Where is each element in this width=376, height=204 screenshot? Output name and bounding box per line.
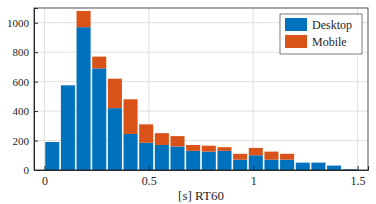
- x-axis-title: [s] RT60: [178, 188, 224, 203]
- bar: [92, 57, 106, 69]
- bar: [217, 151, 231, 170]
- grid: [34, 8, 368, 170]
- bar: [233, 160, 247, 170]
- y-axis: 0 200 400 600 800 1000: [7, 9, 38, 177]
- tick-mark: [34, 170, 38, 171]
- legend-label: Desktop: [312, 18, 352, 32]
- legend-box: [280, 14, 362, 54]
- bar: [327, 165, 341, 166]
- tick: 1: [251, 166, 257, 188]
- x-axis: 0 0.5 1 1.5: [35, 166, 369, 188]
- bar: [296, 162, 310, 163]
- bar: [124, 99, 138, 134]
- tick-label: 800: [13, 46, 30, 58]
- legend-label: Mobile: [312, 35, 347, 49]
- tick-mark: [34, 82, 38, 83]
- tick-label: 1: [251, 174, 257, 188]
- tick: 600: [13, 76, 39, 88]
- tick-mark: [149, 166, 150, 170]
- tick: 1.5: [351, 166, 366, 188]
- plot: 0 0.5 1 1.5 0 200 400 600 800 1000 Desktop Mobile: [7, 8, 369, 188]
- bar: [108, 79, 122, 108]
- tick-mark: [34, 52, 38, 53]
- bar: [311, 162, 325, 163]
- bar: [249, 155, 263, 170]
- tick: 0.5: [142, 166, 157, 188]
- bar: [264, 152, 278, 160]
- tick: 0: [42, 166, 48, 188]
- grid-line: [253, 8, 254, 170]
- bar: [45, 142, 59, 143]
- bar: [77, 11, 91, 27]
- tick-label: 1.5: [351, 174, 366, 188]
- tick: 1000: [7, 17, 38, 29]
- tick-mark: [34, 23, 38, 24]
- tick-label: 0: [24, 164, 30, 176]
- tick-mark: [34, 141, 38, 142]
- legend: Desktop Mobile: [280, 14, 362, 54]
- bar: [296, 163, 310, 170]
- bar: [45, 142, 59, 170]
- bar: [139, 143, 153, 170]
- bar: [264, 160, 278, 170]
- legend-item: Desktop: [285, 18, 352, 32]
- frame: [34, 8, 368, 170]
- tick-mark: [358, 166, 359, 170]
- bar: [311, 163, 325, 170]
- tick: 200: [13, 135, 39, 147]
- tick-label: 0: [42, 174, 48, 188]
- legend-swatch: [285, 35, 307, 48]
- axis-line: [35, 166, 369, 171]
- legend-item: Mobile: [285, 35, 347, 49]
- tick: 0: [24, 164, 39, 176]
- legend-swatch: [285, 18, 307, 31]
- bar: [77, 27, 91, 170]
- bar: [92, 68, 106, 170]
- bar: [327, 166, 341, 170]
- bar: [217, 147, 231, 151]
- bar: [186, 151, 200, 170]
- bar: [249, 148, 263, 155]
- tick: 400: [13, 105, 39, 117]
- tick-label: 400: [13, 105, 30, 117]
- tick-label: 200: [13, 135, 30, 147]
- axis-line: [35, 9, 39, 171]
- bar: [202, 152, 216, 170]
- bar: [280, 160, 294, 170]
- bar: [139, 124, 153, 142]
- chart: 0 0.5 1 1.5 0 200 400 600 800 1000 Desktop Mobile [s…: [0, 0, 376, 204]
- bar: [61, 85, 75, 170]
- tick: 800: [13, 46, 39, 58]
- bar: [233, 154, 247, 160]
- bar: [280, 154, 294, 160]
- bar: [108, 108, 122, 170]
- bar: [155, 133, 169, 145]
- tick-label: 1000: [7, 17, 30, 29]
- tick-label: 0.5: [142, 174, 157, 188]
- series: [77, 11, 295, 160]
- bar: [124, 134, 138, 170]
- bar: [61, 85, 75, 86]
- bar: [170, 136, 184, 146]
- bar: [202, 146, 216, 152]
- bar: [170, 146, 184, 170]
- tick-mark: [34, 111, 38, 112]
- bar: [155, 145, 169, 170]
- tick-label: 600: [13, 76, 30, 88]
- bar: [186, 145, 200, 151]
- tick-mark: [253, 166, 254, 170]
- tick-mark: [44, 166, 45, 170]
- grid-line: [44, 8, 45, 170]
